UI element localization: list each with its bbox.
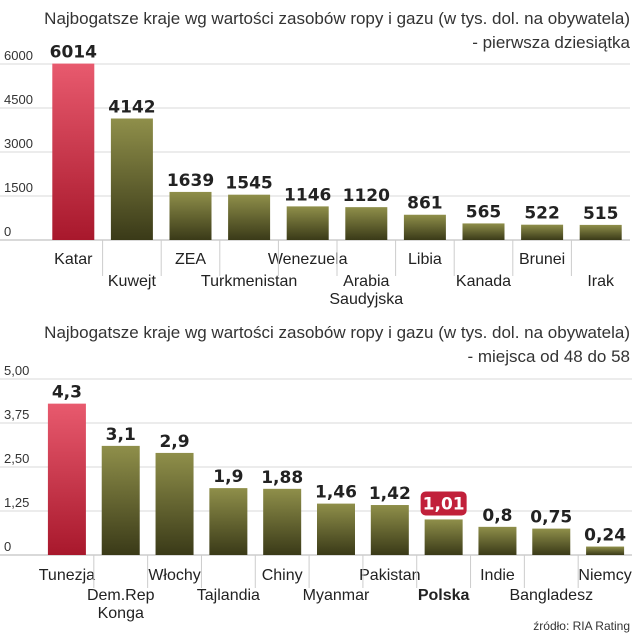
- chart-2-subtitle: - miejsca od 48 do 58: [467, 347, 630, 366]
- value-label: 2,9: [159, 432, 189, 452]
- category-label: Włochy: [148, 567, 200, 584]
- category-label: Libia: [408, 251, 442, 268]
- bar-arabia-saudyjska: [345, 207, 388, 240]
- bar-irak: [579, 224, 622, 240]
- value-label: 1,46: [315, 483, 357, 503]
- bar-chiny: [263, 488, 302, 555]
- value-label: 1639: [167, 171, 214, 191]
- bar-kanada: [462, 223, 505, 240]
- bar-katar: [52, 63, 95, 241]
- category-label: Bangladesz: [509, 587, 593, 604]
- bar-bangladesz: [532, 528, 571, 555]
- value-label: 1545: [225, 174, 272, 194]
- bar-tunezja: [47, 403, 86, 555]
- category-label: Indie: [480, 567, 515, 584]
- y-tick-label: 0: [4, 539, 11, 554]
- category-label: Kanada: [456, 273, 511, 290]
- y-tick-label: 4500: [4, 92, 33, 107]
- bar-indie: [478, 526, 517, 555]
- category-label: Arabia Saudyjska: [329, 273, 403, 308]
- bar-pakistan: [370, 505, 409, 555]
- value-label: 4,3: [52, 383, 82, 403]
- category-label: Brunei: [519, 251, 565, 268]
- category-label: Chiny: [262, 567, 303, 584]
- value-label: 0,75: [530, 508, 572, 528]
- value-label: 1,9: [213, 467, 243, 487]
- value-label: 515: [583, 204, 619, 224]
- value-label: 1146: [284, 185, 331, 205]
- bar-włochy: [155, 452, 194, 555]
- bar-zea: [169, 191, 212, 240]
- category-label: Polska: [418, 587, 470, 604]
- category-label: Dem.Rep Konga: [87, 587, 155, 622]
- bar-tajlandia: [209, 488, 248, 555]
- value-label: 6014: [50, 43, 97, 63]
- y-tick-label: 3,75: [4, 407, 29, 422]
- bar-kuwejt: [110, 118, 153, 240]
- bar-dem-rep-konga: [101, 445, 140, 555]
- value-label: 3,1: [106, 425, 136, 445]
- category-label: Pakistan: [359, 567, 420, 584]
- chart-2-title: Najbogatsze kraje wg wartości zasobów ro…: [44, 323, 630, 342]
- y-tick-label: 3000: [4, 136, 33, 151]
- bar-niemcy: [586, 546, 625, 555]
- value-label: 1,88: [261, 468, 303, 488]
- value-label: 1,01: [423, 494, 465, 514]
- bar-myanmar: [317, 503, 355, 555]
- bar-wenezuela: [286, 206, 329, 240]
- category-label: ZEA: [175, 251, 206, 268]
- y-tick-label: 1500: [4, 180, 33, 195]
- source-note: źródło: RIA Rating: [533, 619, 630, 633]
- bar-brunei: [521, 224, 564, 240]
- chart-1-title: Najbogatsze kraje wg wartości zasobów ro…: [44, 9, 630, 28]
- category-label: Wenezuela: [268, 251, 348, 268]
- value-label: 565: [466, 202, 502, 222]
- category-label: Turkmenistan: [201, 273, 297, 290]
- category-label: Tunezja: [39, 567, 95, 584]
- category-label: Tajlandia: [197, 587, 260, 604]
- y-tick-label: 0: [4, 224, 11, 239]
- y-tick-label: 2,50: [4, 451, 29, 466]
- value-label: 0,8: [482, 506, 512, 526]
- bar-turkmenistan: [228, 194, 271, 240]
- chart-1-subtitle: - pierwsza dziesiątka: [472, 33, 630, 52]
- category-label: Kuwejt: [108, 273, 157, 290]
- y-tick-label: 5,00: [4, 363, 29, 378]
- value-label: 1,42: [369, 484, 411, 504]
- value-badge: [420, 491, 467, 516]
- value-label: 0,24: [584, 526, 626, 546]
- value-label: 522: [524, 204, 560, 224]
- category-label: Myanmar: [303, 587, 370, 604]
- bar-polska: [424, 519, 463, 555]
- bar-libia: [403, 214, 446, 240]
- category-label: Katar: [54, 251, 93, 268]
- chart-2-places-48-58: 0 1,25 2,50 3,75 5,00 4,3 Tunezja 3,1 Dem.Rep Kon…: [0, 363, 632, 622]
- value-label: 861: [407, 194, 443, 214]
- category-label: Niemcy: [578, 567, 631, 584]
- y-tick-label: 1,25: [4, 495, 29, 510]
- category-label: Irak: [587, 273, 615, 290]
- value-label: 4142: [108, 98, 155, 118]
- chart-1-top-ten: 0 1500 3000 4500 6000 6014 Katar 4142 Kuwejt 1639…: [0, 43, 630, 308]
- value-label: 1120: [343, 186, 390, 206]
- y-tick-label: 6000: [4, 48, 33, 63]
